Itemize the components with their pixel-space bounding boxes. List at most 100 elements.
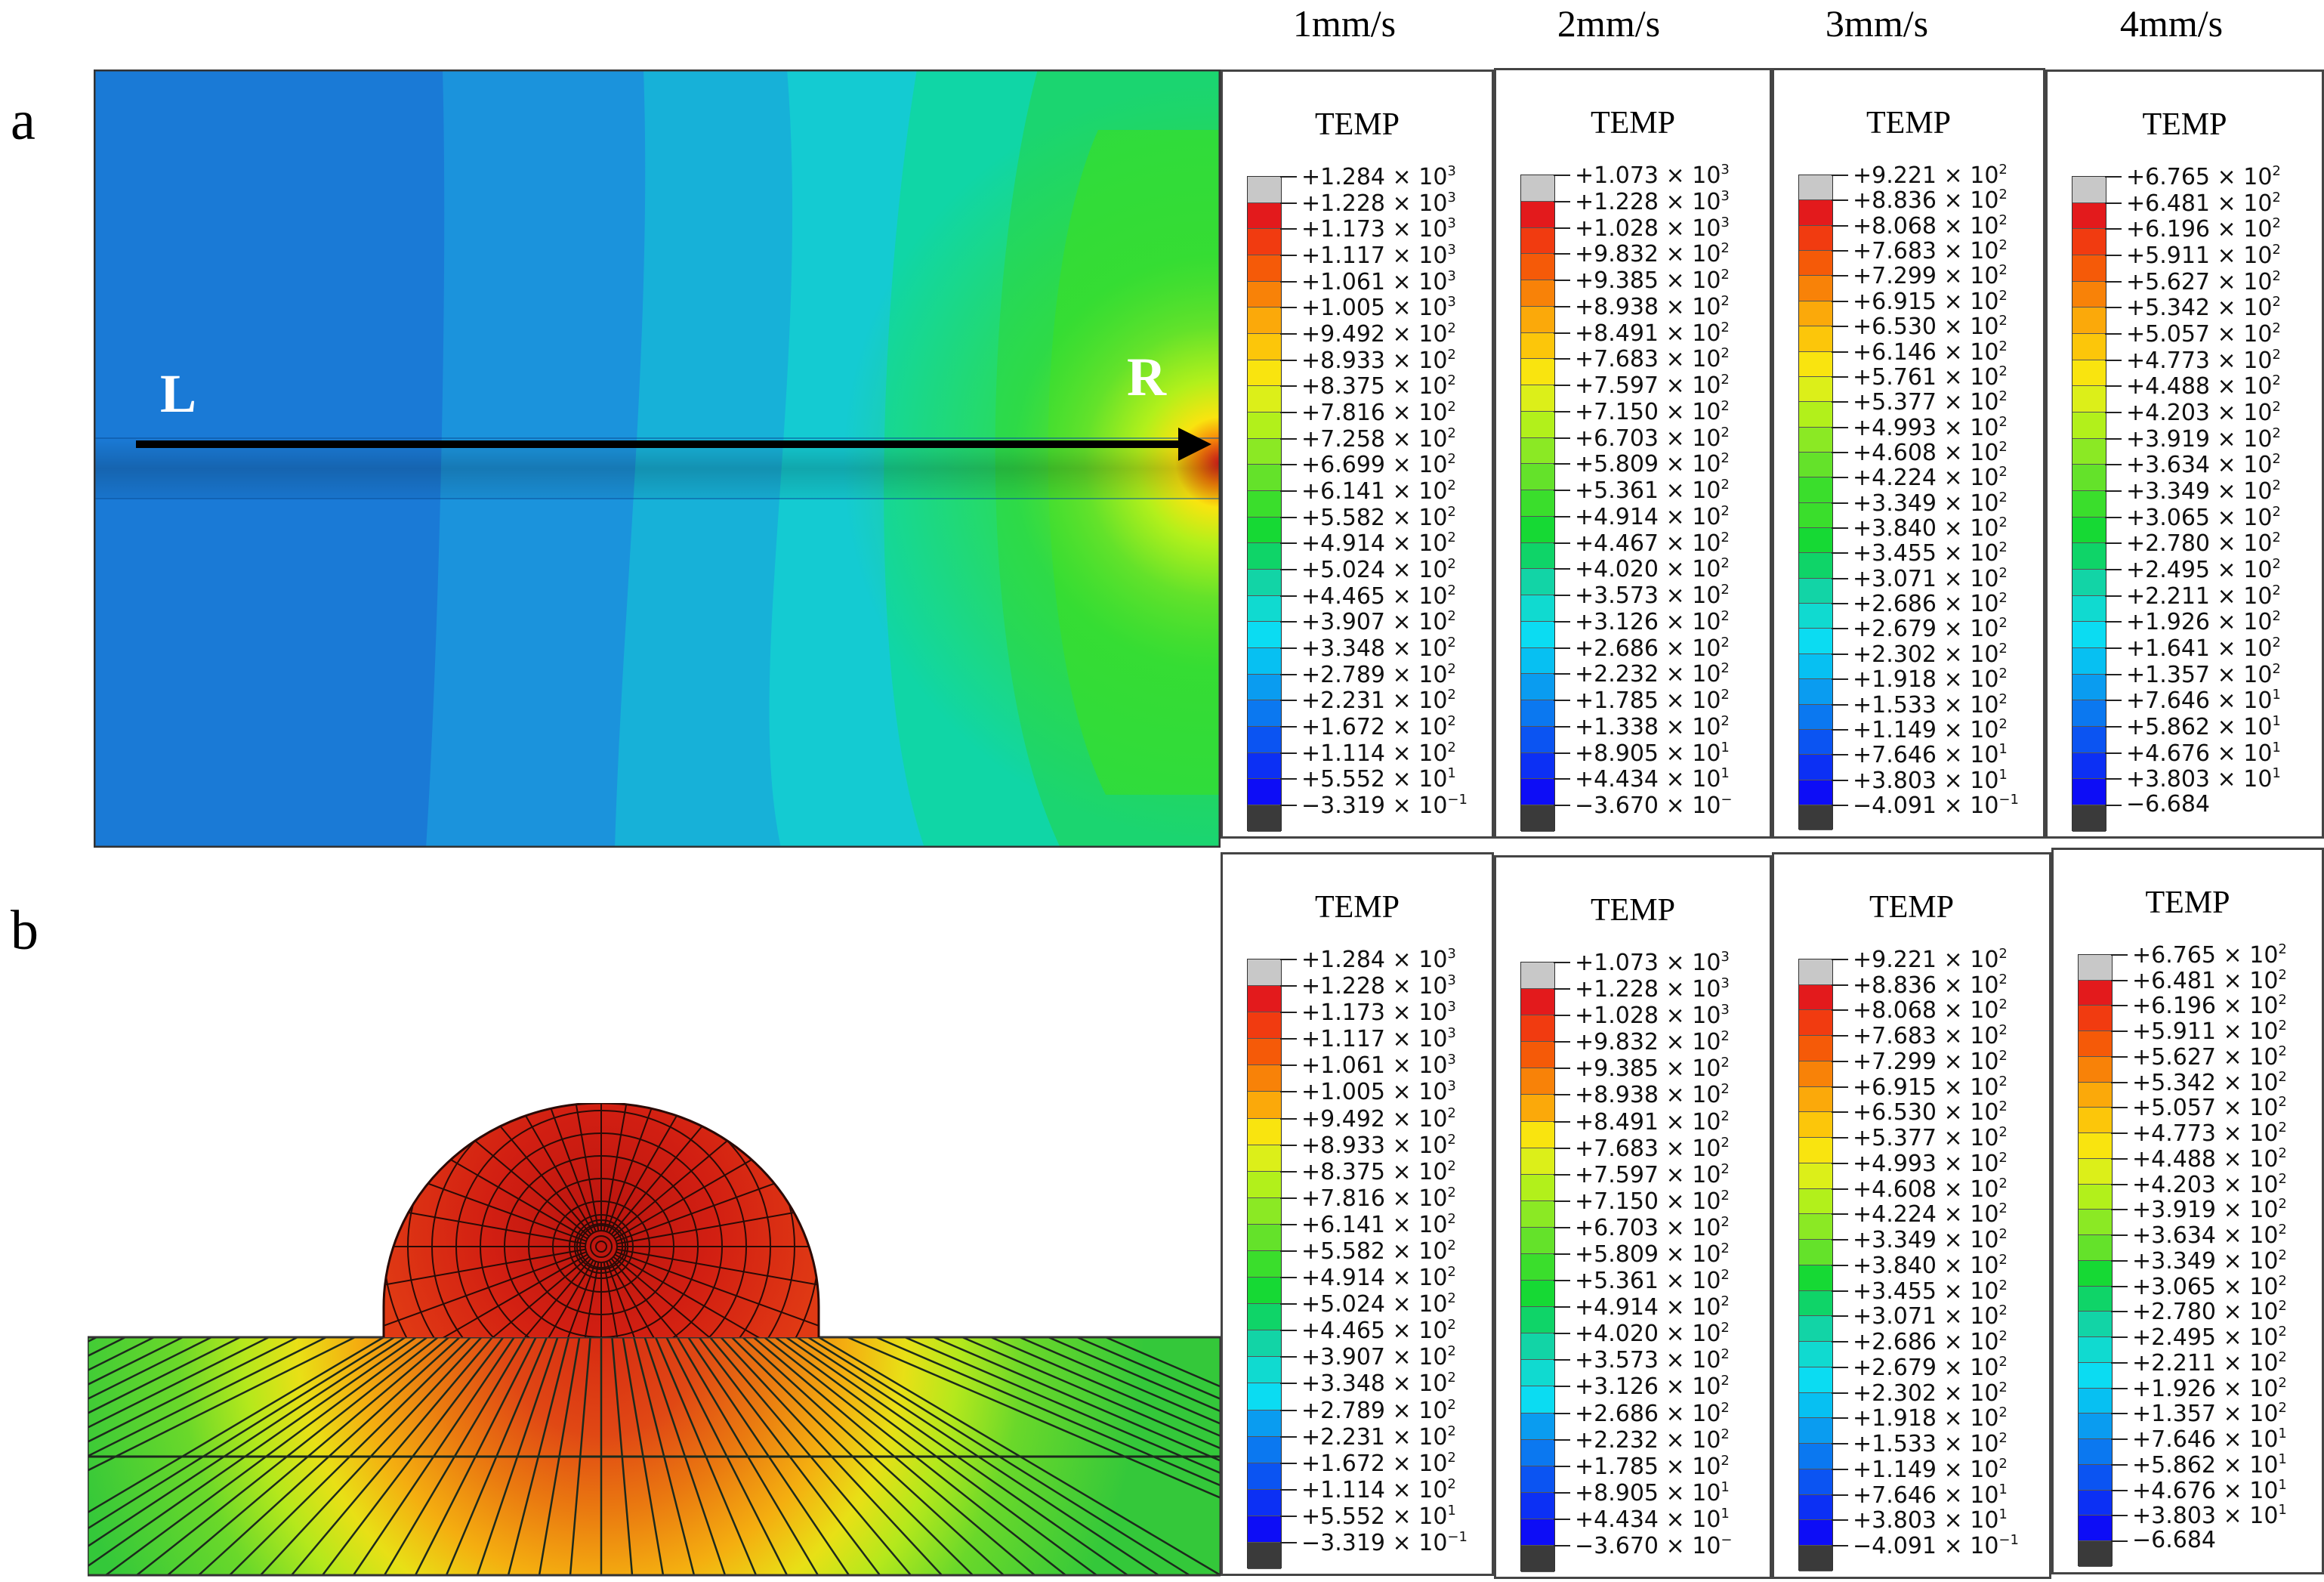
- colorbar-swatch: [1799, 780, 1832, 805]
- colorbar-swatch: [1248, 1410, 1281, 1437]
- colorbar-tick: [2105, 542, 2122, 545]
- legend-value: +9.492 × 102: [1301, 1105, 1456, 1132]
- legend-value: +2.686 × 102: [1853, 1328, 2008, 1356]
- colorbar-swatch: [1799, 477, 1832, 503]
- colorbar-swatch: [1248, 779, 1281, 805]
- colorbar-tick: [1280, 1462, 1297, 1464]
- legend-value: +5.911 × 102: [2132, 1018, 2287, 1046]
- colorbar-swatch: [1248, 255, 1281, 282]
- colorbar-tick: [2105, 437, 2122, 440]
- colorbar-swatch: [2072, 727, 2106, 753]
- colorbar-swatch: [1521, 1015, 1554, 1043]
- colorbar-tick: [2111, 1081, 2128, 1083]
- colorbar-swatch: [1248, 202, 1281, 230]
- colorbar-swatch: [1248, 543, 1281, 570]
- colorbar-swatch: [2079, 1439, 2112, 1465]
- colorbar-tick: [2105, 385, 2122, 388]
- colorbar-tick: [1554, 805, 1570, 806]
- colorbar: [1520, 175, 1555, 832]
- legend-value: +2.780 × 102: [2126, 530, 2281, 558]
- legend-value: +3.634 × 102: [2126, 451, 2281, 479]
- colorbar-swatch: [1248, 570, 1281, 596]
- colorbar-swatch: [1248, 281, 1281, 308]
- colorbar-tick: [1280, 202, 1297, 204]
- colorbar-tick: [1832, 1392, 1848, 1394]
- legend-value: +7.258 × 102: [1301, 425, 1456, 453]
- colorbar-swatch: [2072, 517, 2106, 544]
- colorbar-tick: [2105, 752, 2122, 754]
- legend-value: +2.231 × 102: [1301, 687, 1456, 715]
- colorbar-swatch: [2079, 955, 2112, 981]
- colorbar-tick: [1280, 595, 1297, 597]
- colorbar-tick: [1832, 805, 1848, 806]
- colorbar-swatch: [1248, 1383, 1281, 1411]
- colorbar-swatch: [1521, 1439, 1554, 1466]
- colorbar-tick: [1280, 385, 1297, 388]
- speed-heading-1: 1mm/s: [1292, 2, 1397, 45]
- colorbar-swatch: [1248, 1357, 1281, 1384]
- colorbar-swatch: [1799, 376, 1832, 403]
- legend-value: +6.196 × 102: [2132, 992, 2287, 1020]
- colorbar-tick: [1832, 552, 1848, 555]
- temp-legend-a-3: TEMP +9.221 × 102 +8.836 × 102 +8.068 × 102…: [1772, 68, 2045, 839]
- colorbar-swatch: [1521, 779, 1554, 805]
- colorbar-tick: [2105, 673, 2122, 675]
- colorbar-swatch: [1799, 984, 1832, 1011]
- colorbar-tick: [1554, 752, 1570, 754]
- colorbar-tick: [1280, 412, 1297, 413]
- colorbar-tick: [1554, 1491, 1570, 1494]
- colorbar-swatch: [2072, 386, 2106, 412]
- legend-value: +4.203 × 102: [2132, 1170, 2287, 1198]
- colorbar-swatch: [1521, 1174, 1554, 1201]
- colorbar-tick: [2111, 1055, 2128, 1058]
- colorbar-swatch: [1521, 1307, 1554, 1334]
- legend-value: +8.836 × 102: [1853, 187, 2008, 215]
- colorbar-swatch: [1521, 700, 1554, 727]
- colorbar-tick: [1280, 280, 1297, 283]
- legend-value: +2.211 × 102: [2132, 1349, 2287, 1377]
- colorbar-swatch: [2072, 543, 2106, 570]
- colorbar-tick: [2111, 1336, 2128, 1339]
- legend-value: +3.065 × 102: [2132, 1272, 2287, 1300]
- colorbar-swatch: [1521, 726, 1554, 753]
- colorbar-tick: [1280, 1117, 1297, 1120]
- colorbar-tick: [1832, 1468, 1848, 1470]
- legend-value: +1.785 × 102: [1575, 1452, 1730, 1480]
- colorbar-tick: [1280, 490, 1297, 492]
- colorbar-tick: [1554, 647, 1570, 649]
- colorbar-tick: [1280, 464, 1297, 466]
- colorbar-swatch: [1521, 542, 1554, 570]
- colorbar-tick: [2111, 1183, 2128, 1185]
- colorbar-swatch: [1799, 1418, 1832, 1445]
- legend-value: +2.302 × 102: [1853, 1379, 2008, 1407]
- colorbar-swatch: [1248, 1278, 1281, 1305]
- legend-value: +4.993 × 102: [1853, 1149, 2008, 1177]
- colorbar-swatch: [1521, 1519, 1554, 1546]
- legend-value: +1.117 × 103: [1301, 1025, 1456, 1053]
- legend-value: +8.491 × 102: [1575, 1108, 1730, 1136]
- colorbar-tick: [1554, 1465, 1570, 1467]
- colorbar-swatch: [1799, 1392, 1832, 1419]
- legend-value: +8.938 × 102: [1575, 1081, 1730, 1109]
- colorbar-swatch: [2079, 980, 2112, 1006]
- colorbar-swatch: [1799, 402, 1832, 428]
- legend-value: +1.357 × 102: [2132, 1400, 2287, 1428]
- colorbar-tick: [1832, 1519, 1848, 1522]
- legend-value: −3.319 × 10−1: [1301, 792, 1468, 819]
- legend-value: +4.203 × 102: [2126, 399, 2281, 426]
- colorbar-tick: [1280, 228, 1297, 230]
- legend-value: +1.114 × 102: [1301, 739, 1456, 767]
- colorbar-swatch: [2072, 438, 2106, 465]
- colorbar-tick: [1832, 1111, 1848, 1114]
- colorbar-tick: [2105, 700, 2122, 702]
- legend-title: TEMP: [1590, 106, 1675, 141]
- colorbar-swatch: [1521, 1546, 1554, 1573]
- legend-value: +5.862 × 101: [2126, 713, 2281, 740]
- legend-value: +4.914 × 102: [1301, 1264, 1456, 1292]
- colorbar-swatch: [1799, 578, 1832, 604]
- colorbar-tick: [1280, 569, 1297, 570]
- colorbar-swatch: [1521, 385, 1554, 412]
- legend-value: +7.683 × 102: [1575, 1134, 1730, 1162]
- colorbar-swatch: [1799, 1138, 1832, 1163]
- colorbar-swatch: [1521, 1042, 1554, 1069]
